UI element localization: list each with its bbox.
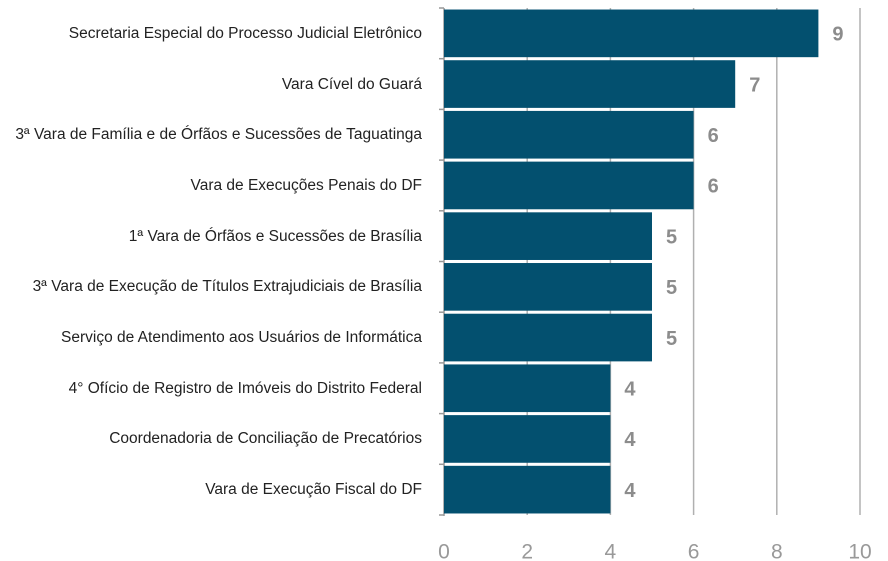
bar <box>444 465 611 514</box>
value-label: 4 <box>624 429 636 451</box>
bar <box>444 263 652 311</box>
category-label: Vara de Execuções Penais do DF <box>190 176 422 194</box>
value-label: 5 <box>666 226 677 248</box>
category-label: Vara de Execução Fiscal do DF <box>205 481 422 499</box>
bar <box>444 110 694 159</box>
value-label: 6 <box>708 125 719 147</box>
bar <box>444 364 611 413</box>
value-label: 6 <box>708 176 719 198</box>
category-label: Coordenadoria de Conciliação de Precatór… <box>109 430 422 448</box>
category-label: Serviço de Atendimento aos Usuários de I… <box>61 329 422 347</box>
x-tick-label: 8 <box>771 541 783 561</box>
category-label: 1ª Vara de Órfãos e Sucessões de Brasíli… <box>128 227 422 245</box>
bar <box>444 313 652 362</box>
bar <box>444 60 736 108</box>
value-label: 4 <box>624 379 636 401</box>
category-label: 3ª Vara de Família e de Órfãos e Sucessõ… <box>15 126 422 144</box>
category-label: Secretaria Especial do Processo Judicial… <box>68 24 422 42</box>
value-label: 5 <box>666 277 677 299</box>
x-tick-label: 10 <box>848 541 871 561</box>
value-label: 9 <box>832 24 843 46</box>
value-label: 7 <box>749 74 760 96</box>
x-tick-label: 4 <box>605 541 617 561</box>
x-tick-label: 0 <box>438 541 450 561</box>
x-tick-label: 6 <box>688 541 700 561</box>
value-label: 4 <box>624 480 636 502</box>
x-tick-label: 2 <box>521 541 533 561</box>
bar <box>444 415 611 463</box>
category-label: Vara Cível do Guará <box>281 75 422 93</box>
bar <box>444 161 694 210</box>
bar <box>444 212 652 260</box>
category-label: 4° Ofício de Registro de Imóveis do Dist… <box>68 379 422 397</box>
bar <box>444 9 819 58</box>
value-label: 5 <box>666 328 677 350</box>
category-label: 3ª Vara de Execução de Títulos Extrajudi… <box>32 278 422 296</box>
